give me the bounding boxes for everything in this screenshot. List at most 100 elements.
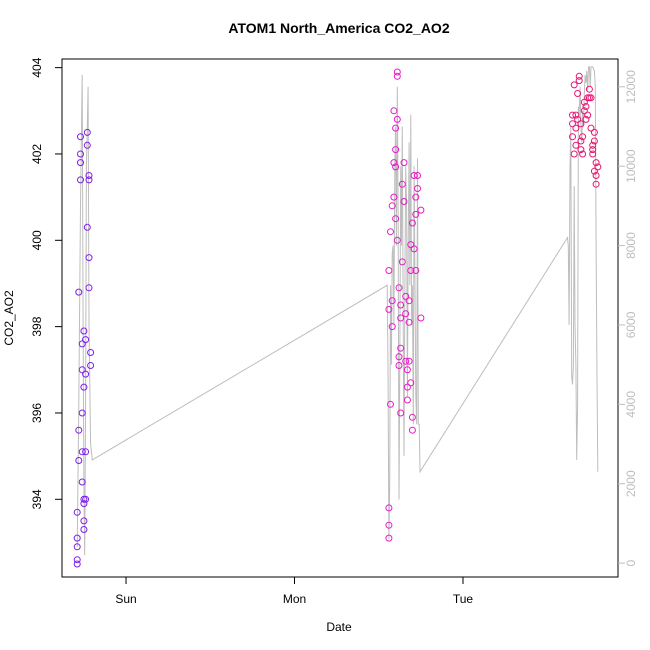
data-point xyxy=(392,124,400,132)
y-right-tick-label: 2000 xyxy=(624,470,638,497)
data-point xyxy=(577,137,585,145)
data-point xyxy=(579,133,587,141)
data-point xyxy=(78,340,86,348)
data-point xyxy=(398,180,406,188)
data-point xyxy=(395,353,403,361)
data-point xyxy=(85,254,93,262)
data-point xyxy=(572,141,580,149)
y-left-tick-label: 398 xyxy=(30,316,44,336)
data-point xyxy=(83,128,91,136)
data-point xyxy=(395,284,403,292)
data-point xyxy=(412,267,420,274)
data-point xyxy=(592,172,600,179)
x-axis: Sun Mon Tue xyxy=(115,577,473,606)
data-point xyxy=(87,362,95,369)
data-point xyxy=(575,77,583,85)
data-point xyxy=(385,305,393,313)
y-axis-left: 394 396 398 400 402 404 xyxy=(30,57,62,509)
data-point xyxy=(78,366,86,374)
data-point xyxy=(405,357,413,365)
data-point xyxy=(85,172,93,179)
data-point xyxy=(385,504,393,512)
data-point xyxy=(407,241,415,249)
data-point xyxy=(393,115,401,123)
data-point xyxy=(589,146,597,154)
data-point xyxy=(83,141,91,149)
data-point xyxy=(574,115,582,123)
data-point xyxy=(403,383,411,391)
data-point xyxy=(587,94,595,102)
data-point xyxy=(393,236,401,244)
data-point xyxy=(410,172,418,179)
data-point xyxy=(397,301,405,309)
data-point xyxy=(77,176,84,184)
chart-title: ATOM1 North_America CO2_AO2 xyxy=(228,20,449,36)
data-point xyxy=(582,103,590,110)
data-point xyxy=(397,409,405,417)
data-point xyxy=(80,327,88,335)
data-point xyxy=(388,297,396,305)
data-point xyxy=(80,526,88,533)
x-axis-label: Date xyxy=(326,620,352,634)
data-point xyxy=(589,150,597,158)
data-point xyxy=(73,556,81,564)
data-point xyxy=(590,128,598,136)
data-point xyxy=(82,370,90,378)
y-right-tick-label: 4000 xyxy=(624,391,638,418)
data-point xyxy=(569,133,576,141)
data-point xyxy=(77,150,84,158)
data-point xyxy=(393,72,401,80)
data-point xyxy=(414,172,421,179)
data-point xyxy=(390,193,398,201)
data-point xyxy=(572,124,580,132)
data-point xyxy=(73,560,81,568)
data-point xyxy=(75,288,83,296)
data-point xyxy=(417,206,425,214)
data-point xyxy=(82,448,90,456)
data-point xyxy=(398,258,406,266)
data-point xyxy=(80,517,88,525)
data-point xyxy=(402,357,410,365)
data-point xyxy=(569,120,576,128)
data-point xyxy=(80,500,88,508)
y-right-tick-label: 0 xyxy=(624,559,638,566)
co2-series xyxy=(73,68,602,568)
data-point xyxy=(594,163,602,171)
data-point xyxy=(385,534,393,542)
data-point xyxy=(73,508,81,516)
data-point xyxy=(397,314,405,322)
data-point xyxy=(405,318,413,326)
data-point xyxy=(85,284,93,292)
data-point xyxy=(572,111,580,119)
y-left-tick-label: 400 xyxy=(30,230,44,250)
data-point xyxy=(85,176,93,184)
data-point xyxy=(590,167,598,175)
data-point xyxy=(584,111,592,119)
data-point xyxy=(392,215,400,223)
data-point xyxy=(403,396,411,404)
data-point xyxy=(580,107,588,115)
y-axis-right: 0 2000 4000 6000 8000 10000 12000 xyxy=(618,70,638,566)
data-point xyxy=(393,68,401,76)
data-point xyxy=(77,133,84,141)
data-point xyxy=(387,228,394,236)
data-point xyxy=(569,111,576,119)
data-point xyxy=(82,495,90,503)
data-point xyxy=(570,81,578,89)
data-point xyxy=(388,323,396,331)
y-right-tick-label: 12000 xyxy=(624,70,638,104)
data-point xyxy=(582,115,590,123)
data-point xyxy=(388,202,396,210)
data-point xyxy=(75,457,83,464)
data-point xyxy=(574,90,582,97)
data-point xyxy=(78,478,86,486)
data-point xyxy=(417,314,425,322)
data-point xyxy=(385,521,393,529)
y-left-tick-label: 404 xyxy=(30,57,44,77)
data-point xyxy=(83,223,91,231)
data-point xyxy=(75,426,83,434)
data-point xyxy=(577,146,585,154)
y-left-tick-label: 396 xyxy=(30,403,44,423)
data-point xyxy=(577,120,585,128)
